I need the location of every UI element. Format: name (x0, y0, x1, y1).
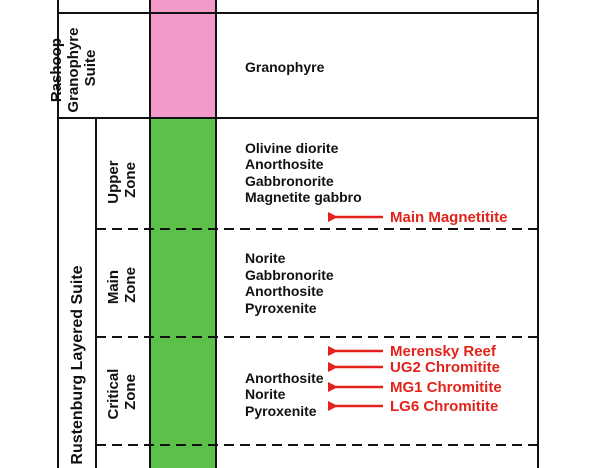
upper-zone-label-line-2: Zone (122, 162, 139, 198)
rashoop-rock-granophyre: Granophyre (245, 59, 325, 75)
rashoop-suite-label: Rashoop Granophyre Suite (48, 23, 99, 112)
critical-rock-3: Pyroxenite (245, 403, 317, 419)
upper-zone-label: Upper Zone (105, 156, 139, 204)
critical-zone-label-line-2: Zone (122, 374, 139, 410)
main-rock-2: Gabbronorite (245, 267, 334, 283)
critical-rock-2: Norite (245, 386, 286, 402)
rashoop-label-line-2: Granophyre (65, 28, 82, 113)
layered-suite-column-fill (150, 118, 216, 468)
main-zone-label-line-1: Main (105, 270, 122, 304)
critical-zone-label: Critical Zone (105, 364, 139, 419)
main-rock-4: Pyroxenite (245, 300, 317, 316)
upper-zone-label-line-1: Upper (105, 160, 122, 204)
critical-rock-1: Anorthosite (245, 370, 324, 386)
rashoop-label-line-3: Suite (82, 50, 99, 87)
upper-rock-1: Olivine diorite (245, 140, 339, 156)
upper-rock-4: Magnetite gabbro (245, 189, 362, 205)
main-magnetitite-label: Main Magnetitite (390, 209, 508, 226)
upper-rock-3: Gabbronorite (245, 173, 334, 189)
ug2-chromitite-label: UG2 Chromitite (390, 359, 500, 376)
granophyre-column-fill (150, 0, 216, 118)
mg1-chromitite-label: MG1 Chromitite (390, 379, 502, 396)
rustenburg-suite-label: Rustenburg Layered Suite (69, 265, 86, 464)
main-zone-label: Main Zone (105, 266, 139, 304)
main-rock-1: Norite (245, 250, 286, 266)
critical-zone-label-line-1: Critical (105, 369, 122, 420)
main-zone-label-line-2: Zone (122, 267, 139, 303)
rashoop-label-line-1: Rashoop (48, 38, 65, 102)
lg6-chromitite-label: LG6 Chromitite (390, 398, 498, 415)
merensky-reef-label: Merensky Reef (390, 343, 497, 360)
upper-rock-2: Anorthosite (245, 156, 324, 172)
main-rock-3: Anorthosite (245, 283, 324, 299)
